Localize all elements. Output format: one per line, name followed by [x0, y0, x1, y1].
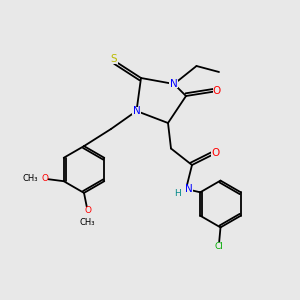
Text: O: O	[41, 174, 48, 183]
Text: N: N	[184, 184, 192, 194]
Text: CH₃: CH₃	[23, 174, 38, 183]
Bar	[213, 242, 225, 250]
Bar	[211, 150, 220, 157]
Bar	[84, 207, 91, 214]
Bar	[184, 185, 193, 193]
Text: N: N	[170, 79, 178, 89]
Bar	[213, 88, 221, 95]
Text: N: N	[133, 106, 140, 116]
Bar	[110, 56, 118, 64]
Text: CH₃: CH₃	[80, 218, 95, 227]
Text: Cl: Cl	[214, 242, 224, 251]
Bar	[169, 80, 178, 88]
Text: S: S	[111, 54, 117, 64]
Text: O: O	[213, 86, 221, 97]
Bar	[132, 107, 141, 115]
Text: O: O	[211, 148, 220, 158]
Text: H: H	[174, 189, 181, 198]
Text: O: O	[84, 206, 91, 215]
Bar	[41, 176, 48, 182]
